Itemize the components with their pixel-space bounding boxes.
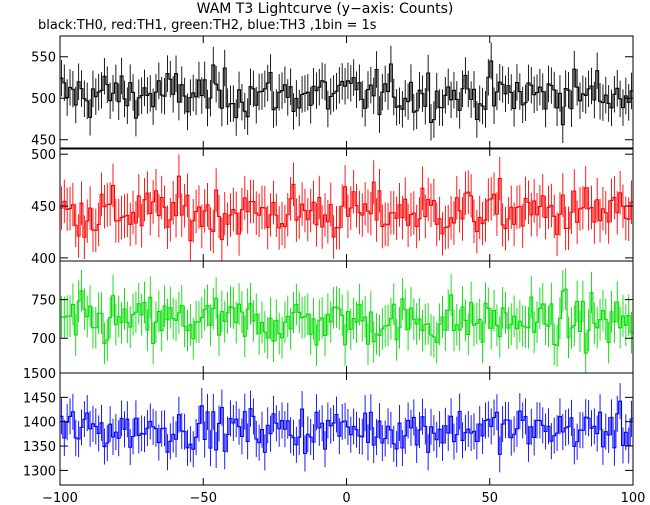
y-tick-label: 1300	[23, 464, 56, 479]
x-tick-label: 100	[621, 491, 646, 505]
chart-subtitle: black:TH0, red:TH1, green:TH2, blue:TH3 …	[38, 18, 377, 33]
series-TH0	[60, 42, 633, 143]
panel-TH1: 400 450 500	[31, 148, 634, 267]
series-TH2	[60, 268, 633, 373]
series-line-TH1	[60, 175, 633, 242]
series-line-TH2	[60, 288, 633, 354]
chart-title: WAM T3 Lightcurve (y−axis: Counts)	[196, 1, 454, 17]
y-tick-label: 450	[31, 134, 56, 149]
series-line-TH0	[60, 60, 633, 126]
y-tick-label: 500	[31, 92, 56, 107]
y-tick-label: 400	[31, 252, 56, 267]
y-tick-label: 550	[31, 51, 56, 66]
panel-TH0: 450 500 550	[31, 35, 634, 149]
y-tick-label: 1450	[23, 391, 56, 406]
panel-TH3: 1300 1350 1400 1450 1500	[23, 367, 634, 486]
x-tick-label: 0	[342, 491, 350, 505]
series-line-TH3	[60, 400, 633, 455]
y-tick-label: 500	[31, 148, 56, 163]
y-tick-label: 1500	[23, 367, 56, 382]
y-tick-label: 1350	[23, 440, 56, 455]
y-tick-label: 700	[31, 332, 56, 347]
x-tick-label: 50	[481, 491, 498, 505]
y-tick-label: 750	[31, 294, 56, 309]
y-tick-label: 1400	[23, 416, 56, 431]
series-TH3	[60, 383, 633, 473]
x-tick-label: −50	[190, 491, 217, 505]
y-tick-label: 450	[31, 200, 56, 215]
panel-TH2: 700 750	[31, 260, 634, 374]
series-TH1	[60, 154, 633, 261]
x-tick-label: −100	[42, 491, 78, 505]
